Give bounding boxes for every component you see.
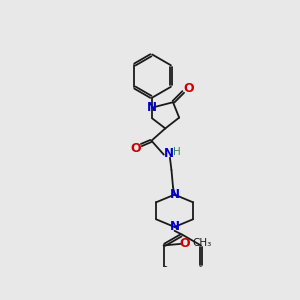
Text: CH₃: CH₃ (193, 238, 212, 248)
Text: N: N (164, 146, 174, 160)
Text: O: O (183, 82, 194, 95)
Text: O: O (179, 237, 190, 250)
Text: N: N (169, 220, 179, 233)
Text: H: H (173, 147, 181, 157)
Text: N: N (147, 101, 157, 114)
Text: O: O (131, 142, 141, 155)
Text: N: N (169, 188, 179, 201)
